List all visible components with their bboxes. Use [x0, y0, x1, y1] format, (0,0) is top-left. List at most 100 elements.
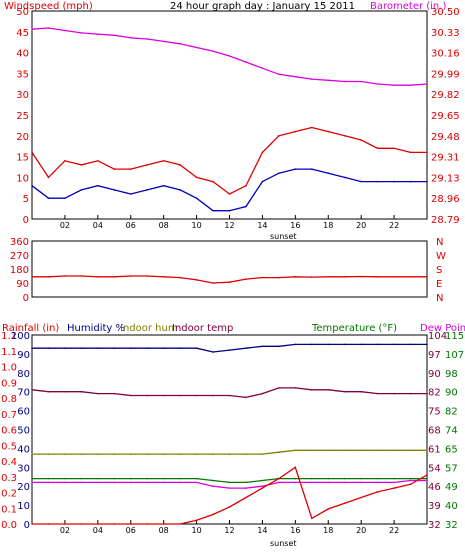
series-line-gust-point	[146, 189, 148, 191]
series-line-indoor-hum-point	[409, 449, 412, 452]
series-line-gust-point	[179, 189, 181, 191]
series-line-humidity--point	[31, 347, 33, 350]
temperature-tick-label: 40	[445, 501, 458, 512]
series-line-gust-point	[261, 180, 264, 183]
panel-wind-barometer: Windspeed (mph) 24 hour graph day : Janu…	[4, 1, 460, 241]
series-line-indoor-temp-point	[179, 394, 181, 397]
series-line-gust-point	[130, 193, 132, 195]
series-line-rainfall-in--point	[162, 523, 165, 525]
series-line-rainfall-in--point	[327, 508, 330, 510]
panel1-x-tick-label: 10	[191, 221, 201, 230]
series-line-humidity--point	[327, 343, 330, 346]
series-line-humidity--point	[426, 343, 428, 346]
series-line-barometer-in--point	[311, 78, 313, 80]
series-line-barometer-in--point	[130, 37, 132, 39]
series-line-gust-point	[113, 189, 116, 191]
series-line-indoor-hum-point	[97, 453, 99, 455]
panel3-indoor-temp-ticks: 32 39 46 54 61 68 75 82 90 97 104	[428, 331, 447, 531]
series-line-barometer-in--point	[360, 80, 363, 83]
panel1-x-tick-label: 18	[323, 221, 333, 230]
barometer-tick-label: 29.99	[431, 69, 460, 80]
panel1-x-tick-label: 12	[224, 221, 234, 230]
series-line-gust-point	[393, 180, 395, 183]
series-line-wind-direction-point	[97, 276, 99, 278]
series-line-indoor-temp-point	[376, 392, 379, 395]
series-line-gust-point	[409, 180, 412, 183]
series-line-indoor-temp-point	[409, 392, 412, 395]
direction-tick-label: 180	[10, 265, 29, 276]
series-line-gust-point	[228, 209, 231, 212]
series-line-indoor-temp-point	[228, 394, 231, 397]
series-line-indoor-temp-point	[212, 394, 214, 397]
compass-label: S	[436, 265, 442, 276]
series-line-rainfall-in--point	[278, 477, 280, 480]
temperature-tick-label: 82	[445, 407, 458, 418]
series-line-windspeed-mph--point	[261, 151, 264, 154]
barometer-tick-label: 29.65	[431, 111, 460, 122]
barometer-tick-label: 29.31	[431, 153, 460, 164]
windspeed-tick-label: 50	[16, 7, 29, 18]
series-line-wind-direction-point	[47, 276, 50, 278]
series-line-temperature-f--point	[311, 477, 313, 480]
series-line-indoor-hum-point	[228, 453, 231, 455]
compass-label: N	[436, 293, 443, 304]
series-line-temperature-f--point	[47, 477, 50, 480]
series-line-indoor-temp-point	[261, 392, 264, 395]
panel1-series	[31, 27, 428, 212]
temperature-tick-label: 98	[445, 369, 458, 380]
series-line-humidity--point	[393, 343, 395, 346]
series-line-indoor-temp-point	[294, 387, 297, 389]
rainfall-tick-label: 0.9	[1, 378, 17, 389]
series-line-humidity--point	[179, 347, 181, 350]
panel3-x-tick-label: 16	[290, 526, 300, 535]
page-title: 24 hour graph day : January 15 2011	[170, 1, 355, 12]
series-line-barometer-in--point	[327, 79, 330, 82]
series-line-rainfall-in--point	[393, 487, 395, 489]
panel3-x-tick-label: 14	[257, 526, 267, 535]
series-line-wind-direction-point	[376, 276, 379, 278]
series-line-indoor-hum-point	[80, 453, 83, 455]
series-line-humidity--point	[97, 347, 99, 350]
series-line-barometer-in--point	[113, 34, 116, 37]
series-line-rainfall-in--point	[113, 523, 116, 525]
panel3-sunset-label: sunset	[270, 539, 297, 548]
panel3-series	[31, 343, 428, 525]
series-line-wind-direction-point	[212, 282, 214, 284]
series-line-rainfall-in--point	[228, 506, 231, 508]
series-line-temperature-f--point	[80, 477, 83, 480]
panel3-x-tick-label: 10	[191, 526, 201, 535]
legend-indoor-temp: Indoor temp	[172, 323, 233, 334]
series-line-wind-direction-point	[162, 276, 165, 278]
temperature-tick-label: 107	[445, 350, 464, 361]
series-line-indoor-temp-point	[162, 394, 165, 397]
series-line-rainfall-in--point	[294, 466, 297, 469]
series-line-indoor-hum-point	[343, 449, 346, 452]
series-line-indoor-hum-point	[261, 453, 264, 455]
humidity-tick-label: 60	[17, 407, 30, 418]
humidity-tick-label: 20	[17, 482, 30, 493]
series-line-rainfall-in--point	[31, 523, 33, 525]
series-line-barometer-in--point	[228, 55, 231, 57]
series-line-indoor-temp-point	[426, 392, 428, 395]
series-line-barometer-in--point	[162, 40, 165, 43]
series-line-temperature-f--point	[179, 477, 181, 480]
series-line-indoor-hum-point	[245, 453, 247, 455]
windspeed-tick-label: 35	[16, 69, 29, 80]
series-line-dew-point-point	[97, 481, 99, 484]
series-line-windspeed-mph--point	[64, 160, 66, 162]
series-line-wind-direction-point	[327, 276, 330, 278]
legend-rainfall: Rainfall (in)	[2, 323, 59, 334]
series-line-indoor-temp-point	[130, 394, 132, 397]
panel1-x-tick-label: 04	[93, 221, 103, 230]
series-line-humidity--point	[64, 347, 66, 350]
series-line-rainfall-in--point	[376, 491, 379, 493]
legend-humidity: Humidity %	[67, 323, 125, 334]
series-line-wind-direction-point	[311, 276, 313, 278]
series-line-windspeed-mph--point	[376, 147, 379, 150]
series-line-dew-point-point	[64, 481, 66, 484]
series-line-gust-point	[31, 184, 33, 187]
windspeed-tick-label: 15	[16, 153, 29, 164]
rainfall-tick-label: 1.0	[1, 363, 17, 374]
series-line-temperature-f--point	[228, 481, 231, 484]
